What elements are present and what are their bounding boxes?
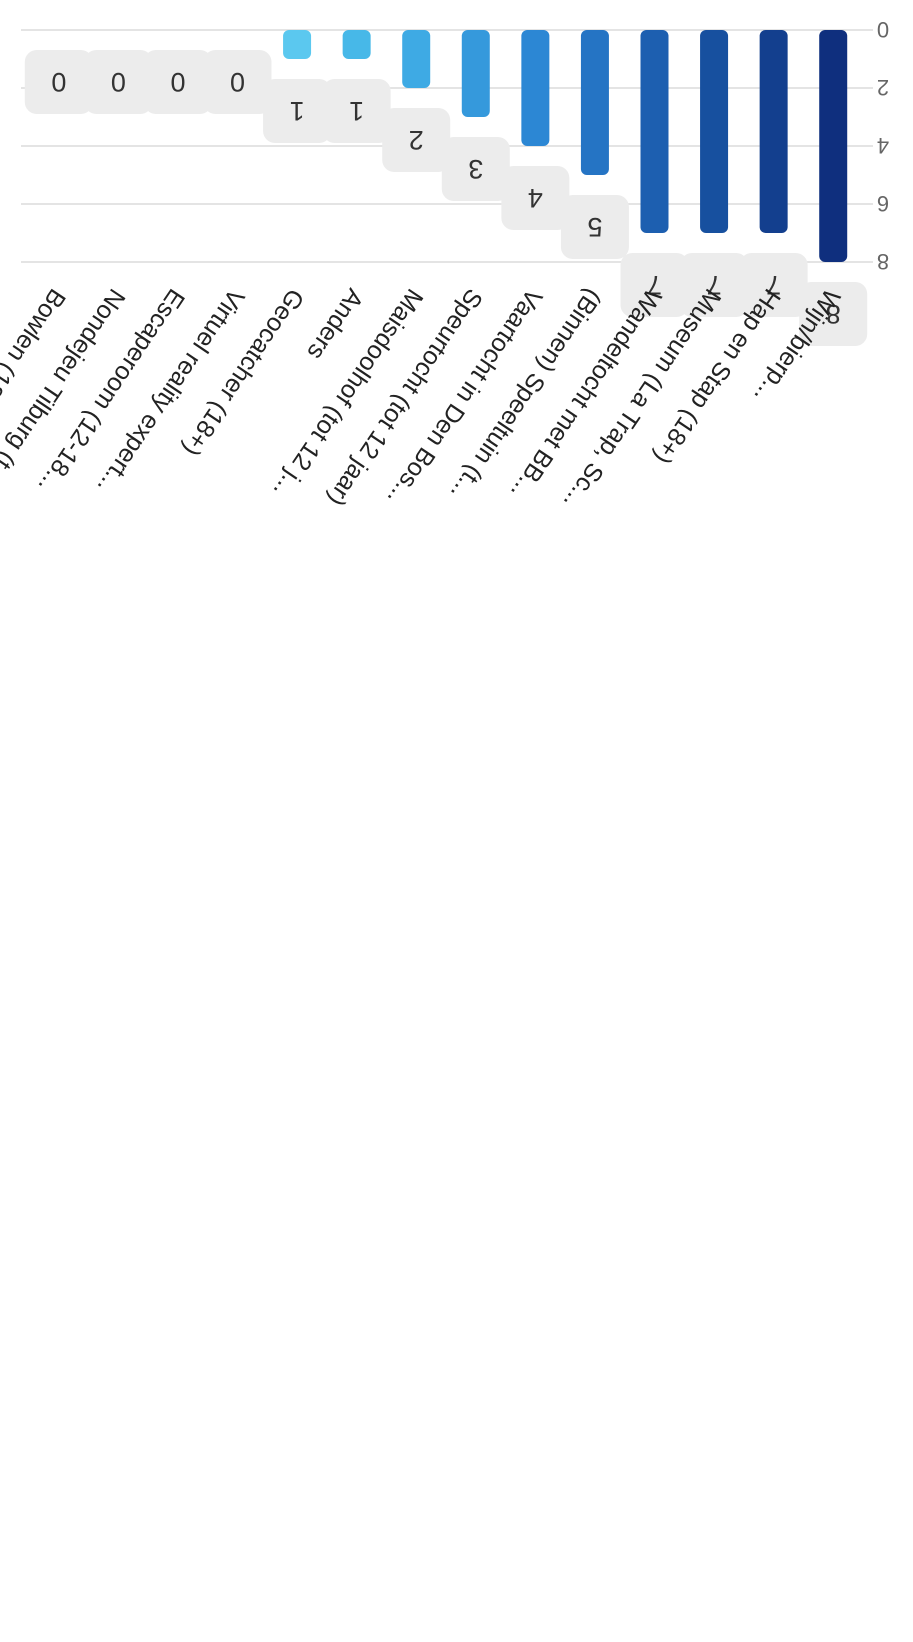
x-axis-labels: Wijn/bierp...Hap en Stap (18+)Museum (La… <box>0 284 845 515</box>
value-badge: 7 <box>739 253 808 317</box>
value-badge: 0 <box>84 50 153 114</box>
data-label: 0 <box>230 67 245 97</box>
bars <box>283 30 848 262</box>
bar <box>342 30 371 59</box>
bar <box>461 30 490 117</box>
value-badge: 1 <box>322 79 391 143</box>
y-tick-label: 6 <box>877 191 889 216</box>
data-label: 0 <box>111 67 126 97</box>
value-badge: 7 <box>620 253 689 317</box>
value-badge: 2 <box>382 108 451 172</box>
value-badge: 0 <box>143 50 212 114</box>
bar <box>819 30 848 262</box>
value-badge-box <box>263 79 332 143</box>
value-labels: 8 7 7 7 5 4 3 2 1 1 0 0 0 0 <box>24 50 868 346</box>
value-badge: 3 <box>441 137 510 201</box>
value-badge-box <box>24 50 93 114</box>
y-axis-ticks: 0 2 4 6 8 <box>877 17 889 274</box>
data-label: 2 <box>409 125 424 155</box>
y-tick-label: 4 <box>877 133 889 158</box>
value-badge-box <box>203 50 272 114</box>
data-label: 1 <box>290 96 305 126</box>
value-badge-box <box>799 282 868 346</box>
data-label: 0 <box>170 67 185 97</box>
value-badge: 0 <box>24 50 93 114</box>
data-label: 7 <box>647 270 662 300</box>
y-tick-label: 2 <box>877 75 889 100</box>
value-badge: 7 <box>680 253 749 317</box>
value-badge-box <box>680 253 749 317</box>
y-tick-label: 0 <box>877 17 889 42</box>
value-badge-box <box>560 195 629 259</box>
value-badge: 4 <box>501 166 570 230</box>
bar <box>402 30 431 88</box>
y-tick-label: 8 <box>877 249 889 274</box>
value-badge-box <box>84 50 153 114</box>
data-label: 7 <box>766 270 781 300</box>
data-label: 3 <box>468 154 483 184</box>
bar <box>521 30 550 146</box>
data-label: 0 <box>51 67 66 97</box>
bar <box>700 30 729 233</box>
bar <box>283 30 312 59</box>
value-badge: 1 <box>263 79 332 143</box>
value-badge-box <box>382 108 451 172</box>
value-badge: 5 <box>560 195 629 259</box>
value-badge-box <box>143 50 212 114</box>
value-badge-box <box>739 253 808 317</box>
value-badge-box <box>501 166 570 230</box>
bar <box>640 30 669 233</box>
value-badge-box <box>322 79 391 143</box>
data-label: 7 <box>707 270 722 300</box>
data-label: 4 <box>528 183 543 213</box>
bar <box>580 30 609 175</box>
value-badge: 0 <box>203 50 272 114</box>
data-label: 1 <box>349 96 364 126</box>
value-badge: 8 <box>799 282 868 346</box>
data-label: 8 <box>826 299 841 329</box>
value-badge-box <box>620 253 689 317</box>
value-badge-box <box>441 137 510 201</box>
data-label: 5 <box>587 212 602 242</box>
bar <box>759 30 788 233</box>
